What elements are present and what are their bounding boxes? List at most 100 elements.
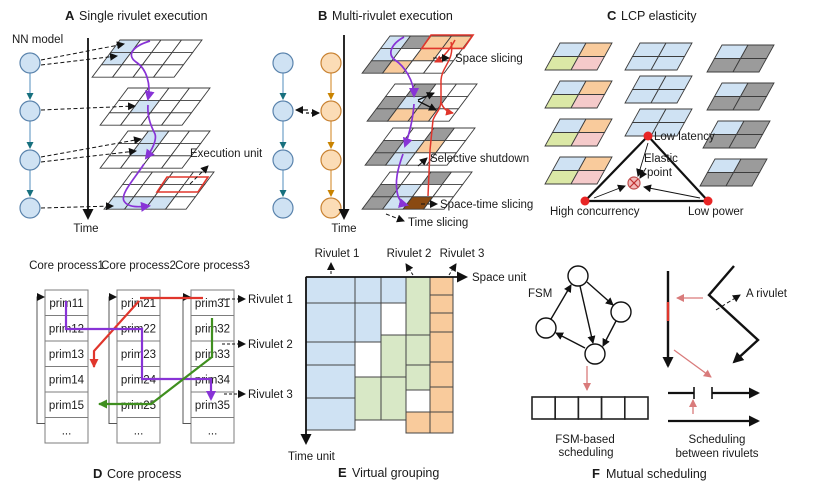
panel-e-title: Virtual grouping: [352, 466, 439, 480]
panel-b-title: Multi-rivulet execution: [332, 9, 453, 23]
rivulet-path-segment: [395, 153, 409, 208]
panel-f: F Mutual scheduling FSM FSM-based schedu…: [528, 265, 788, 481]
prim-box: [116, 417, 161, 444]
nn-chain-nodes-b-blue: [272, 52, 294, 219]
skew-grid-cl4: [544, 156, 613, 185]
triangle-edge: [647, 135, 709, 202]
nn-node: [272, 197, 294, 219]
panel-e: E Virtual grouping Space unit Time unit …: [288, 248, 527, 480]
rivulet3-label: Rivulet 3: [248, 389, 293, 401]
e-cell: [405, 276, 431, 336]
e-cell: [380, 276, 407, 304]
e-cell: [305, 341, 356, 366]
panel-d-title: Core process: [107, 467, 181, 481]
loop-back-arrow: [108, 293, 117, 424]
e-cell: [429, 312, 454, 333]
panel-a-letter: A: [65, 8, 75, 23]
vertex-dot: [580, 196, 590, 206]
e-cell: [305, 276, 356, 304]
e-cell: [405, 334, 431, 366]
e-cell: [354, 376, 382, 421]
core-process-label: Core process1: [29, 260, 104, 272]
e-cell: [429, 294, 454, 314]
fsm-based-label-2: scheduling: [559, 447, 614, 459]
loop-back-arrow: [182, 293, 191, 424]
skew-grid-cm1: [624, 42, 693, 71]
e-cell: [354, 302, 382, 343]
rivulet-path-segment: [390, 36, 419, 98]
time-slicing-arrow: [385, 213, 405, 223]
fsm-edge: [555, 332, 586, 349]
nn-node: [320, 149, 342, 171]
rivulet2-path: [98, 318, 214, 409]
prim-label: ...: [134, 425, 144, 437]
panel-a: A Single rivulet execution NN model Time: [12, 8, 263, 235]
skew-grid-cr2: [706, 82, 775, 111]
rivulet-path-segment: [130, 40, 155, 101]
prim-box: [44, 417, 89, 444]
a-rivulet-arrow: [715, 294, 741, 311]
e-cell: [405, 411, 431, 434]
prim-label: ...: [62, 425, 72, 437]
low-power-label: Low power: [688, 206, 744, 218]
group-arrow: [448, 263, 457, 276]
rivulet2-label: Rivulet 2: [248, 339, 293, 351]
rivulet-path-b-red: [427, 39, 456, 197]
skew-grid-a4: [103, 171, 215, 210]
elastic-label-2: point: [647, 167, 673, 179]
skew-grid-a2: [99, 87, 211, 126]
panel-b-letter: B: [318, 8, 327, 23]
nn-node: [320, 100, 342, 122]
fsm-node: [567, 265, 589, 287]
nn-chain-nodes-a: [19, 52, 41, 219]
grid-cell: [164, 196, 197, 210]
e-cell: [429, 276, 454, 296]
mapping-arrows-a: [40, 41, 142, 211]
time-label-b: Time: [331, 223, 356, 235]
slice-arrow: [417, 100, 437, 111]
label-to-point-arrow: [639, 167, 648, 179]
grid-cell: [732, 96, 768, 111]
rivulet-path-b-purple: [390, 36, 419, 208]
e-rivulet2-label: Rivulet 2: [387, 248, 432, 260]
panel-d: D Core process Rivulet 1 Rivulet 2 Rivul…: [64, 294, 293, 481]
prim-label: prim35: [195, 400, 230, 412]
grid-cell: [570, 132, 606, 147]
panel-f-title: Mutual scheduling: [606, 467, 707, 481]
nn-chain-nodes-b-orange: [320, 52, 342, 219]
between-label-1: Scheduling: [689, 434, 746, 446]
low-latency-label: Low latency: [654, 131, 715, 143]
tape-cell: [623, 396, 649, 420]
rivulet1-path: [89, 300, 140, 368]
space-slice-outline: [420, 34, 475, 50]
e-cell: [405, 389, 431, 413]
e-cell: [380, 302, 407, 336]
panel-c: C LCP elasticity Low latency Elastic poi…: [550, 8, 744, 218]
prim-label: prim25: [121, 400, 156, 412]
virtual-grouping-grid: [305, 276, 454, 434]
mapping-arrow: [40, 41, 125, 61]
nn-node: [272, 52, 294, 74]
nn-node: [19, 52, 41, 74]
between-label-2: between rivulets: [675, 448, 758, 460]
grid-cell: [570, 56, 606, 71]
panel-f-letter: F: [592, 466, 600, 481]
e-cell: [429, 411, 454, 434]
space-slice-arrows: [417, 92, 437, 111]
execution-unit-cell: [155, 176, 210, 193]
tape-cell: [600, 396, 626, 420]
e-rivulet3-label: Rivulet 3: [440, 248, 485, 260]
rivulet-path-segment: [427, 41, 453, 197]
prim-box: [44, 391, 89, 418]
prim-label: prim14: [49, 374, 85, 386]
panel-c-title: LCP elasticity: [621, 9, 697, 23]
fsm-edge: [602, 320, 617, 347]
selective-shutdown-label: Selective shutdown: [430, 153, 529, 165]
schedule-insert-arrow: [673, 349, 712, 378]
nn-node: [272, 100, 294, 122]
grid-cell: [160, 155, 193, 169]
selective-shutdown-arrow: [417, 157, 428, 167]
fsm-edge: [579, 285, 596, 344]
